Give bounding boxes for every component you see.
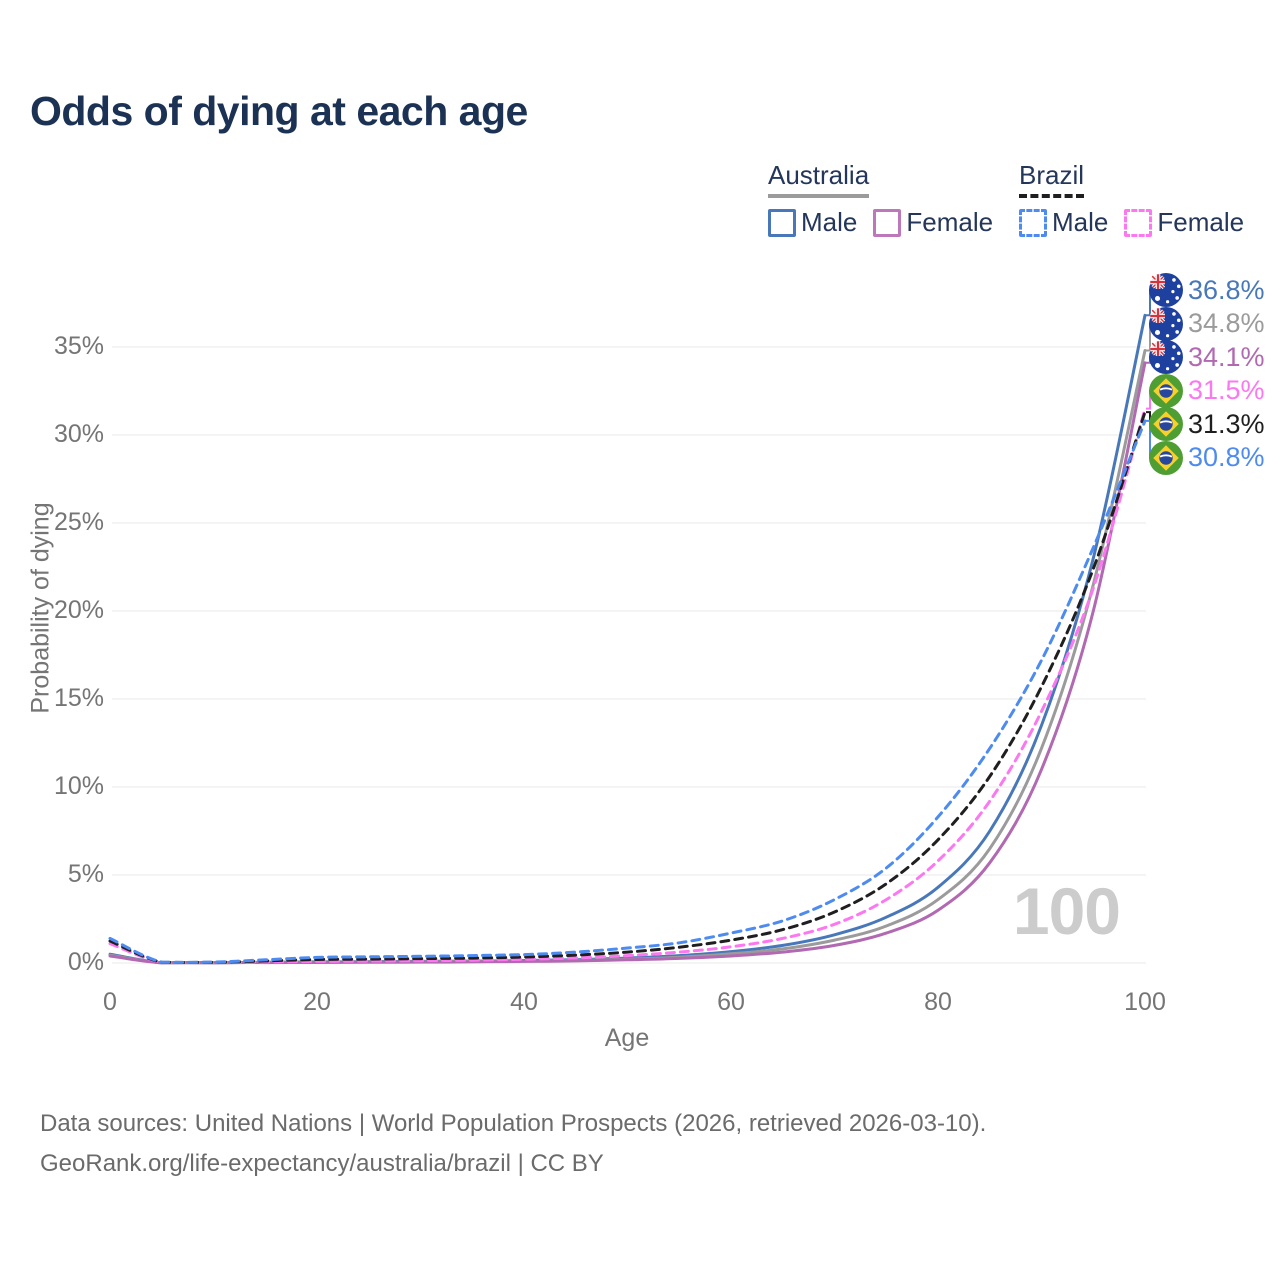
x-tick-label: 20	[303, 988, 331, 1016]
end-label-australia-36.8%: 36.8%	[1149, 273, 1265, 307]
footer-data-sources: Data sources: United Nations | World Pop…	[40, 1110, 987, 1137]
x-tick-label: 0	[103, 988, 117, 1016]
legend-item-australia-male[interactable]: Male	[768, 207, 857, 238]
x-tick-label: 80	[924, 988, 952, 1016]
y-tick-label: 15%	[53, 684, 104, 712]
end-label-australia-34.1%: 34.1%	[1149, 340, 1265, 374]
legend-item-brazil-male[interactable]: Male	[1019, 207, 1108, 238]
page-title: Odds of dying at each age	[30, 88, 528, 134]
y-tick-label: 20%	[53, 596, 104, 624]
x-tick-label: 100	[1124, 988, 1166, 1016]
legend-swatch-dashed	[1124, 208, 1153, 237]
x-axis-title: Age	[604, 1024, 650, 1052]
legend-item-label: Female	[906, 207, 994, 237]
end-label-value: 34.1%	[1188, 341, 1265, 372]
series-line-australia-male	[108, 313, 1147, 965]
end-label-value: 31.3%	[1188, 408, 1265, 439]
legend-items-row: Male Female	[768, 207, 993, 238]
legend-swatch-solid	[768, 208, 796, 237]
y-tick-label: 30%	[53, 420, 104, 448]
series-line-australia-both-sexes	[108, 349, 1147, 965]
brazil-flag-icon	[1149, 440, 1183, 475]
australia-flag-icon	[1149, 306, 1183, 341]
legend-country-brazil[interactable]: Brazil	[1019, 160, 1085, 198]
legend-swatch-dashed	[1019, 208, 1047, 237]
end-label-brazil-30.8%: 30.8%	[1149, 440, 1265, 475]
y-tick-label: 25%	[53, 508, 104, 536]
footer-attribution: GeoRank.org/life-expectancy/australia/br…	[40, 1150, 604, 1177]
australia-flag-icon	[1149, 273, 1183, 307]
end-label-value: 34.8%	[1188, 308, 1265, 338]
end-label-australia-34.8%: 34.8%	[1149, 306, 1265, 341]
legend-country-australia[interactable]: Australia	[768, 160, 870, 198]
legend-item-label: Female	[1157, 207, 1245, 237]
y-tick-label: 0%	[67, 948, 104, 976]
y-tick-label: 10%	[53, 772, 104, 800]
legend-group-brazil: Brazil Male Female	[1019, 160, 1244, 238]
brazil-flag-icon	[1149, 407, 1183, 441]
end-label-brazil-31.3%: 31.3%	[1149, 407, 1265, 441]
y-axis-title: Probability of dying	[26, 502, 55, 714]
legend-swatch-solid	[873, 208, 902, 237]
end-label-value: 36.8%	[1188, 274, 1265, 305]
x-tick-label: 40	[510, 988, 538, 1016]
brazil-flag-icon	[1149, 373, 1183, 408]
x-tick-label: 60	[717, 988, 745, 1016]
legend-item-label: Male	[801, 207, 858, 237]
end-label-brazil-31.5%: 31.5%	[1149, 373, 1265, 408]
legend-item-australia-female[interactable]: Female	[873, 207, 993, 238]
end-label-value: 30.8%	[1188, 442, 1265, 472]
end-label-value: 31.5%	[1188, 375, 1265, 405]
y-tick-label: 35%	[53, 332, 104, 360]
legend-item-brazil-female[interactable]: Female	[1124, 207, 1244, 238]
y-tick-label: 5%	[67, 860, 104, 888]
series-line-australia-female	[108, 361, 1147, 965]
legend-group-australia: Australia Male Female	[768, 160, 993, 238]
australia-flag-icon	[1149, 340, 1183, 374]
legend-items-row: Male Female	[1019, 207, 1244, 238]
legend-item-label: Male	[1052, 207, 1109, 237]
age-watermark: 100	[1012, 874, 1121, 948]
